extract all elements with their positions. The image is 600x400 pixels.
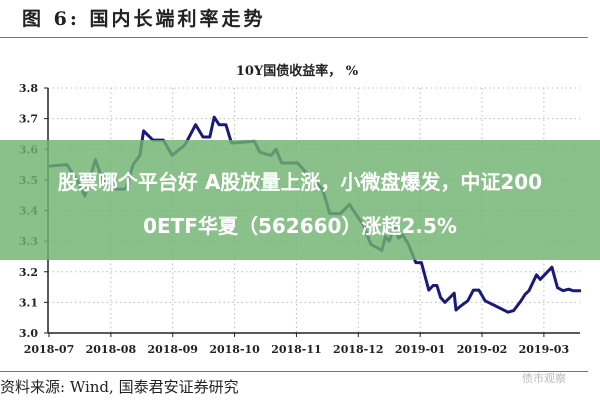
y-tick-label: 3.1 — [19, 296, 38, 309]
x-tick-label: 2018-07 — [24, 343, 75, 356]
x-tick-label: 2018-12 — [333, 343, 384, 356]
headline-banner[interactable]: 股票哪个平台好 A股放量上涨，小微盘爆发，中证200 0ETF华夏（562660… — [0, 140, 600, 260]
chart-title: 10Y国债收益率， % — [236, 63, 359, 79]
banner-line-1: 股票哪个平台好 A股放量上涨，小微盘爆发，中证200 — [57, 170, 543, 194]
x-tick-label: 2019-03 — [519, 343, 570, 356]
source-note: 资料来源: Wind, 国泰君安证券研究 — [0, 378, 239, 396]
y-tick-label: 3.0 — [19, 327, 38, 340]
x-tick-label: 2018-11 — [271, 343, 322, 356]
watermark: 债市观察 — [522, 372, 566, 385]
header-divider — [0, 37, 588, 38]
figure-title: 图 6: 国内长端利率走势 — [22, 8, 266, 30]
footer-divider — [0, 371, 588, 372]
banner-line-2: 0ETF华夏（562660）涨超2.5% — [143, 214, 457, 238]
y-tick-label: 3.8 — [19, 82, 38, 95]
x-tick-label: 2019-02 — [457, 343, 508, 356]
y-tick-label: 3.2 — [19, 266, 38, 279]
x-tick-label: 2018-09 — [147, 343, 198, 356]
x-tick-label: 2018-10 — [209, 343, 260, 356]
x-tick-label: 2019-01 — [395, 343, 446, 356]
y-tick-label: 3.7 — [19, 113, 38, 126]
x-tick-label: 2018-08 — [86, 343, 137, 356]
